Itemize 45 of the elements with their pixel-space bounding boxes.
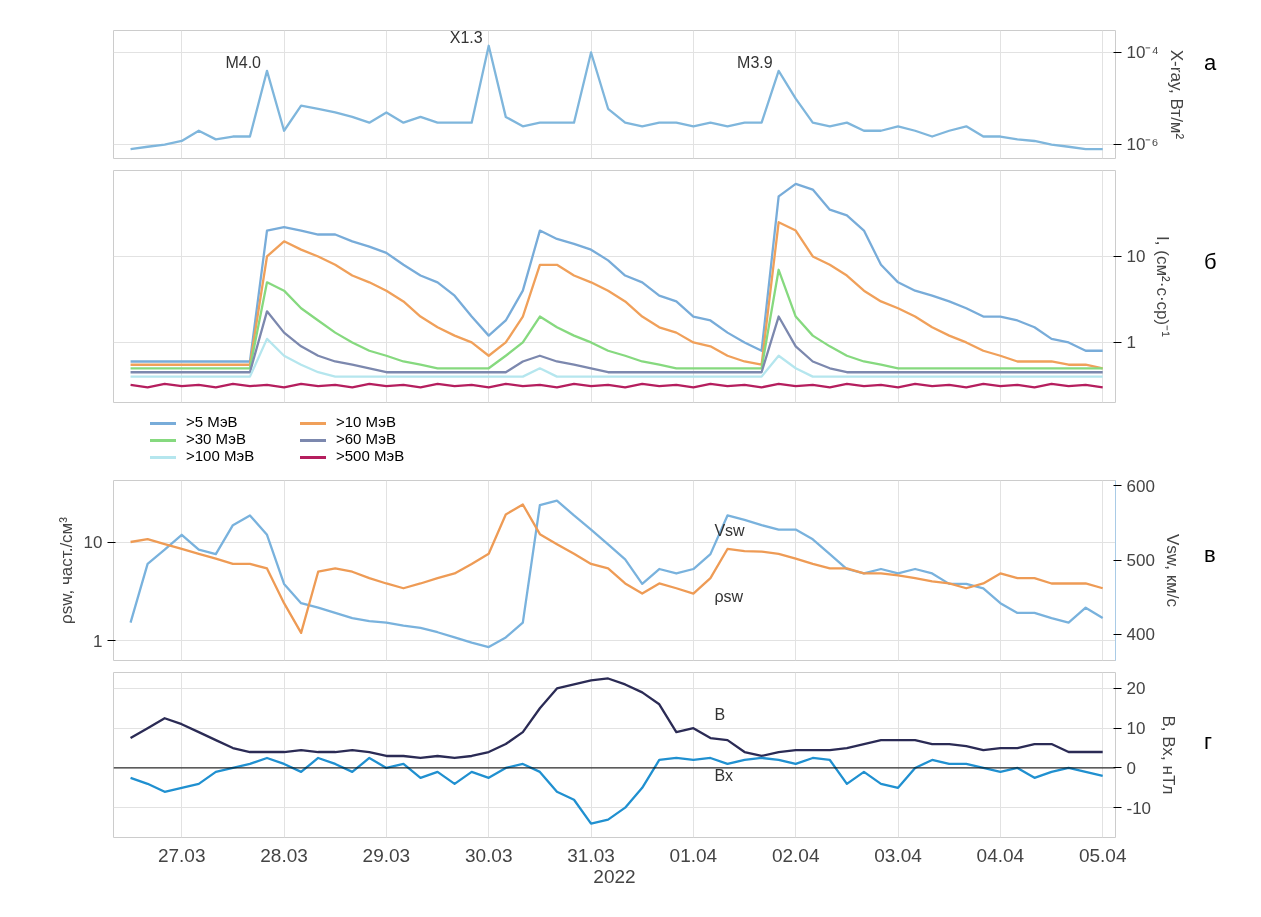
- series-label: Bx: [714, 767, 734, 785]
- y-axis-title: X-ray, Вт/м²: [1166, 49, 1186, 140]
- text: а: [1204, 49, 1217, 77]
- x-tick-label: 27.03: [157, 844, 206, 866]
- text: в: [1204, 541, 1216, 569]
- legend-label: >500 МэВ: [335, 447, 406, 464]
- x-tick-label: 01.04: [669, 844, 718, 866]
- annotation: M4.0: [225, 53, 262, 71]
- legend-label: >100 МэВ: [185, 447, 256, 464]
- x-tick-label: 29.03: [362, 844, 411, 866]
- legend-label: >60 МэВ: [335, 430, 397, 447]
- y2-tick-label: 400: [1126, 625, 1155, 645]
- x-tick-label: 04.04: [976, 844, 1025, 866]
- x-tick-label: 03.04: [874, 844, 923, 866]
- y2-axis-title: Vsw, км/с: [1162, 534, 1182, 608]
- y-tick-label: 10: [1126, 247, 1146, 267]
- y-tick-label: 10⁻⁶: [1126, 135, 1159, 155]
- y-axis-title: I, (см²·с·ср)⁻¹: [1153, 236, 1173, 338]
- annotation: X1.3: [449, 28, 483, 46]
- x-axis-title: 2022: [593, 865, 636, 887]
- y-axis-title: ρsw, част./см³: [56, 516, 76, 624]
- y-tick-label: 1: [1126, 333, 1136, 353]
- x-tick-label: 30.03: [464, 844, 513, 866]
- y-tick-label: -10: [1126, 798, 1152, 818]
- y2-tick-label: 500: [1126, 551, 1155, 571]
- y-tick-label: 0: [1126, 758, 1136, 778]
- x-tick-label: 31.03: [567, 844, 615, 866]
- x-tick-label: 02.04: [771, 844, 820, 866]
- series-label: ρsw: [714, 587, 744, 605]
- legend-label: >5 МэВ: [185, 413, 239, 430]
- series-label: B: [714, 705, 726, 723]
- y-tick-label: 10: [1126, 719, 1146, 739]
- y2-tick-label: 600: [1126, 476, 1155, 496]
- x-tick-label: 05.04: [1078, 844, 1127, 866]
- text: б: [1204, 248, 1217, 276]
- x-tick-label: 28.03: [260, 844, 308, 866]
- y-tick-label: 1: [93, 631, 103, 651]
- legend-label: >10 МэВ: [335, 413, 397, 430]
- annotation: M3.9: [737, 53, 773, 71]
- text: г: [1204, 728, 1213, 756]
- y-tick-label: 20: [1126, 679, 1146, 699]
- y-axis-title: B, Bx, нТл: [1159, 715, 1179, 795]
- y-tick-label: 10: [83, 533, 103, 553]
- y-tick-label: 10⁻⁴: [1126, 42, 1159, 62]
- legend-label: >30 МэВ: [185, 430, 247, 447]
